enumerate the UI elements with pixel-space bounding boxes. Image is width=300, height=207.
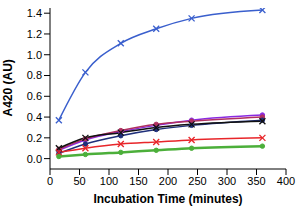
svg-text:200: 200 bbox=[159, 175, 177, 187]
svg-text:250: 250 bbox=[188, 175, 206, 187]
svg-text:1.4: 1.4 bbox=[27, 7, 42, 19]
svg-text:350: 350 bbox=[247, 175, 265, 187]
svg-text:100: 100 bbox=[100, 175, 118, 187]
svg-text:150: 150 bbox=[129, 175, 147, 187]
svg-text:0: 0 bbox=[47, 175, 53, 187]
svg-text:0.2: 0.2 bbox=[27, 132, 42, 144]
svg-text:400: 400 bbox=[277, 175, 292, 187]
svg-text:1.0: 1.0 bbox=[27, 49, 42, 61]
svg-text:0.8: 0.8 bbox=[27, 69, 42, 81]
svg-text:300: 300 bbox=[218, 175, 236, 187]
svg-text:50: 50 bbox=[73, 175, 85, 187]
svg-text:0.0: 0.0 bbox=[27, 153, 42, 165]
svg-text:Incubation Time (minutes): Incubation Time (minutes) bbox=[93, 192, 242, 206]
svg-text:0.6: 0.6 bbox=[27, 90, 42, 102]
svg-text:0.4: 0.4 bbox=[27, 111, 42, 123]
svg-text:A420 (AU): A420 (AU) bbox=[8, 59, 15, 116]
svg-text:1.2: 1.2 bbox=[27, 28, 42, 40]
